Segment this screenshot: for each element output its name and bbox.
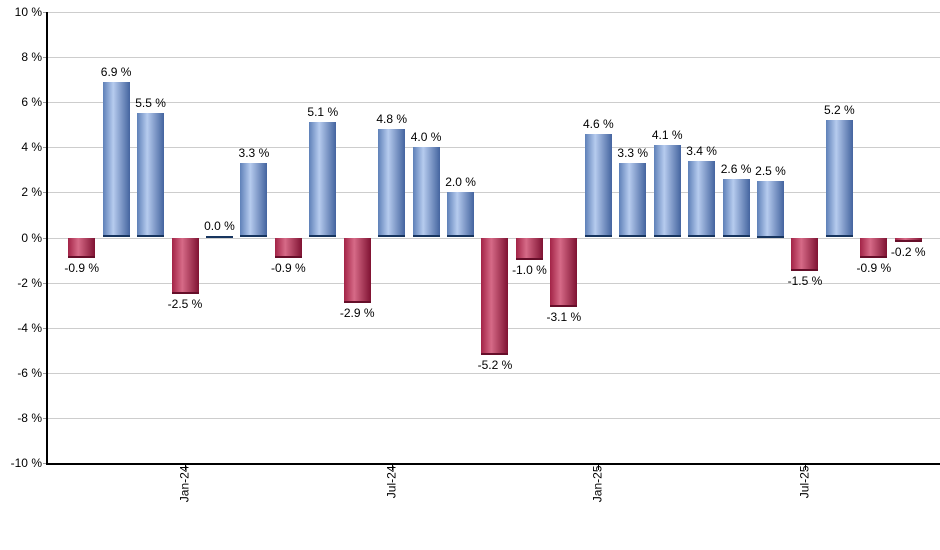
- x-axis-tick: [185, 465, 187, 470]
- y-axis-tick: [43, 192, 48, 194]
- x-axis-tick-label: Jul-25: [797, 465, 812, 499]
- bar-positive: [757, 181, 784, 238]
- bar-value-label: -5.2 %: [477, 357, 513, 372]
- gridline: [48, 57, 940, 59]
- bar-negative: [68, 237, 96, 258]
- bar-positive: [619, 163, 647, 238]
- bar-value-label: 0.0 %: [204, 218, 235, 233]
- bar-positive: [102, 81, 130, 238]
- y-axis-tick: [43, 417, 48, 419]
- bar-value-label: -0.9 %: [64, 260, 100, 275]
- bar-positive: [584, 133, 612, 238]
- y-axis-tick-label: -8 %: [17, 410, 42, 425]
- y-axis-tick: [43, 372, 48, 374]
- bar-negative: [515, 237, 543, 261]
- y-axis-tick: [43, 282, 48, 284]
- bar-value-label: -1.0 %: [512, 263, 547, 278]
- bar-value-label: 3.3 %: [238, 146, 270, 161]
- y-axis-tick: [43, 237, 48, 239]
- y-axis-tick: [43, 12, 48, 13]
- bar-value-label: 6.9 %: [100, 64, 132, 79]
- bar-negative: [343, 237, 371, 303]
- bar-value-label: -0.2 %: [890, 245, 926, 259]
- bar-positive: [412, 147, 440, 238]
- bar-value-label: 4.6 %: [582, 116, 614, 131]
- bar-negative: [860, 237, 888, 258]
- gridline: [48, 102, 940, 104]
- bar-value-label: -0.9 %: [270, 260, 306, 275]
- y-axis-tick: [43, 327, 48, 329]
- bar-negative: [171, 237, 199, 294]
- bar-negative: [481, 237, 509, 355]
- y-axis-tick-label: -10 %: [10, 456, 42, 470]
- gridline: [48, 417, 940, 419]
- gridline: [48, 372, 940, 374]
- bar-value-label: -2.9 %: [339, 305, 375, 320]
- bar-negative: [791, 237, 819, 272]
- bar-value-label: 5.1 %: [307, 105, 339, 120]
- bar-value-label: -3.1 %: [546, 310, 582, 325]
- bar-value-label: 5.2 %: [824, 103, 855, 118]
- bar-positive: [205, 235, 233, 238]
- bar-positive: [722, 178, 750, 238]
- bar-value-label: -0.9 %: [856, 260, 892, 275]
- y-axis-tick-label: -6 %: [17, 365, 42, 380]
- y-axis-tick: [43, 147, 48, 149]
- bar-negative: [894, 237, 922, 242]
- gridline: [48, 147, 940, 149]
- bar-value-label: 4.8 %: [376, 112, 407, 127]
- bar-value-label: -2.5 %: [167, 296, 203, 311]
- bar-positive: [447, 192, 475, 238]
- y-axis-tick: [43, 102, 48, 104]
- y-axis-tick-label: 2 %: [21, 185, 42, 200]
- y-axis-tick-label: 6 %: [21, 95, 42, 110]
- bar-positive: [240, 163, 268, 238]
- bar-value-label: 5.5 %: [135, 96, 166, 111]
- bar-positive: [378, 129, 406, 238]
- bar-positive: [688, 160, 716, 238]
- bar-positive: [309, 122, 337, 238]
- x-axis-tick-label: Jan-25: [590, 465, 605, 503]
- y-axis-tick-label: 0 %: [21, 230, 42, 245]
- x-axis-line: [46, 463, 940, 465]
- x-axis-tick: [598, 465, 600, 470]
- bar-positive: [137, 113, 165, 238]
- x-axis-tick-label: Jul-24: [384, 465, 399, 499]
- x-axis-tick: [804, 465, 806, 470]
- bar-value-label: 4.0 %: [410, 130, 442, 145]
- y-axis-tick: [43, 463, 48, 464]
- bar-value-label: 3.3 %: [617, 146, 649, 161]
- bar-positive: [825, 120, 853, 238]
- y-axis-tick-label: -2 %: [17, 275, 42, 290]
- y-axis-tick-label: 4 %: [21, 140, 42, 155]
- bar-negative: [274, 237, 302, 258]
- gridline: [48, 192, 940, 194]
- y-axis-tick-label: -4 %: [17, 320, 42, 335]
- bar-negative: [550, 237, 578, 308]
- bar-positive: [653, 145, 681, 238]
- bar-value-label: 4.1 %: [651, 128, 683, 143]
- y-axis-tick-label: 8 %: [21, 50, 42, 65]
- bar-value-label: 2.6 %: [720, 161, 752, 176]
- bar-value-label: -1.5 %: [787, 274, 823, 289]
- y-axis-line: [46, 12, 48, 465]
- x-axis-tick: [391, 465, 393, 470]
- x-axis-tick-label: Jan-24: [177, 465, 192, 503]
- gridline: [48, 12, 940, 13]
- bar-value-label: 2.5 %: [755, 164, 786, 179]
- y-axis-tick-label: 10 %: [14, 5, 42, 19]
- y-axis-tick: [43, 57, 48, 59]
- bar-value-label: 3.4 %: [686, 143, 717, 158]
- bar-value-label: 2.0 %: [445, 175, 476, 190]
